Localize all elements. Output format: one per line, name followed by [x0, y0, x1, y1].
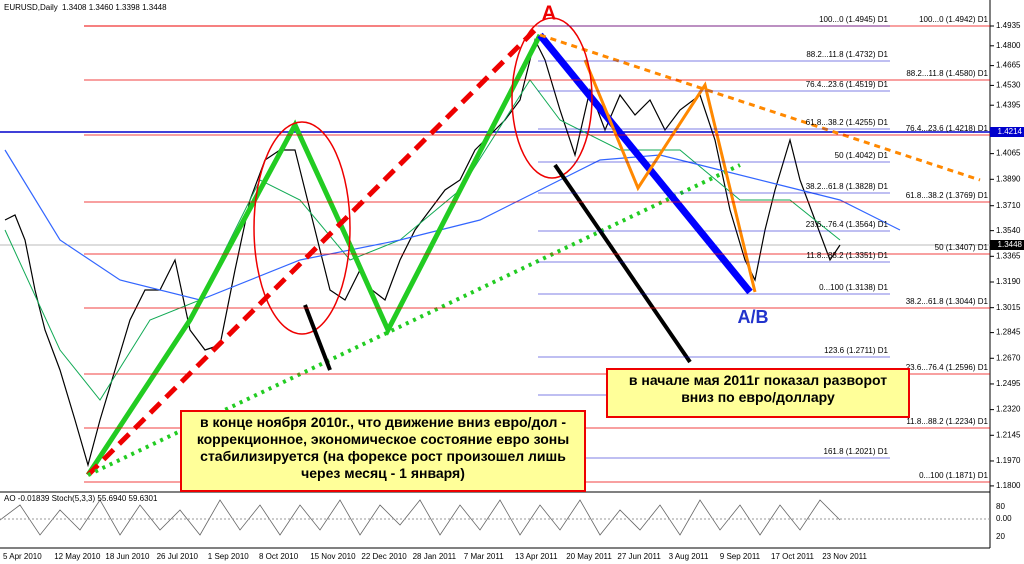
- price-marker: [990, 127, 1024, 137]
- price-tick-label: 1.3015: [996, 303, 1021, 312]
- highlight: [253, 121, 351, 335]
- price-marker-label: 1.3448: [998, 240, 1023, 249]
- date-label: 13 Apr 2011: [515, 552, 558, 561]
- fibo-label: 88.2...11.8 (1.4732) D1: [806, 50, 888, 59]
- fibo-label: 23.6...76.4 (1.2596) D1: [906, 363, 989, 372]
- wave-label: A/B: [738, 307, 769, 327]
- fibo-label: 38.2...61.8 (1.3044) D1: [906, 297, 989, 306]
- date-label: 9 Sep 2011: [720, 552, 761, 561]
- fibo-label: 11.8...88.2 (1.2234) D1: [906, 417, 988, 426]
- price: [4, 38, 841, 468]
- fibo-label: 76.4...23.6 (1.4519) D1: [806, 80, 889, 89]
- trend-line: [86, 23, 542, 477]
- date-label: 22 Dec 2010: [361, 552, 407, 561]
- fibo-label: 161.8 (1.2021) D1: [824, 447, 889, 456]
- date-label: 28 Jan 2011: [413, 552, 457, 561]
- highlight: [511, 17, 593, 179]
- pointer: [553, 163, 692, 364]
- date-label: 27 Jun 2011: [617, 552, 661, 561]
- symbol: EURUSD,Daily: [4, 3, 58, 12]
- date-label: 5 Apr 2010: [3, 552, 42, 561]
- fibo-label: 123.6 (1.2711) D1: [824, 346, 888, 355]
- date-label: 3 Aug 2011: [669, 552, 709, 561]
- wave: [537, 32, 753, 295]
- price-tick-label: 1.3710: [996, 201, 1021, 210]
- trend-line: [539, 33, 981, 182]
- note: в начале мая 2011г показал разворот вниз…: [606, 368, 910, 418]
- price-tick-label: 1.4530: [996, 81, 1021, 90]
- fibo-label: 0...100 (1.3138) D1: [819, 283, 888, 292]
- price-tick-label: 1.2845: [996, 328, 1021, 337]
- date-label: 26 Jul 2010: [157, 552, 199, 561]
- fibo-label: 0...100 (1.1871) D1: [919, 471, 988, 480]
- price-tick-label: 1.3540: [996, 226, 1021, 235]
- oscillator-tick-label: 20: [996, 532, 1005, 541]
- date-label: 7 Mar 2011: [464, 552, 504, 561]
- price-tick-label: 1.1970: [996, 456, 1021, 465]
- wave-label: A: [542, 2, 556, 24]
- date-label: 18 Jun 2010: [105, 552, 150, 561]
- price-tick-label: 1.2320: [996, 405, 1021, 414]
- price-tick-label: 1.1800: [996, 481, 1021, 490]
- date-label: 23 Nov 2011: [822, 552, 867, 561]
- fibo-label: 38.2...61.8 (1.3828) D1: [806, 182, 889, 191]
- date-label: 17 Oct 2011: [771, 552, 815, 561]
- oscillator-tick-label: 80: [996, 502, 1005, 511]
- oscillator-tick-label: 0.00: [996, 514, 1012, 523]
- price-tick-label: 1.3365: [996, 251, 1021, 260]
- date-label: 15 Nov 2010: [310, 552, 356, 561]
- fibo-label: 100...0 (1.4945) D1: [819, 15, 888, 24]
- quote: 1.3408 1.3460 1.3398 1.3448: [62, 3, 167, 12]
- price-tick-label: 1.2670: [996, 353, 1021, 362]
- oscillator-line: [0, 499, 841, 536]
- fibo-label: 23.6...76.4 (1.3564) D1: [806, 220, 889, 229]
- fibo-label: 50 (1.4042) D1: [835, 151, 889, 160]
- fibo-label: 100...0 (1.4942) D1: [919, 15, 988, 24]
- date-label: 1 Sep 2010: [208, 552, 249, 561]
- fibo-label: 61.8...38.2 (1.3769) D1: [906, 191, 989, 200]
- note: в конце ноября 2010г., что движение вниз…: [180, 410, 586, 492]
- date-label: 12 May 2010: [54, 552, 101, 561]
- wave: [85, 33, 543, 477]
- wave: [583, 59, 757, 293]
- fibo-label: 50 (1.3407) D1: [935, 243, 989, 252]
- price-marker: [990, 240, 1024, 250]
- price-marker-label: 1.4214: [998, 127, 1023, 136]
- price-tick-label: 1.2495: [996, 379, 1021, 388]
- price-tick-label: 1.3190: [996, 277, 1021, 286]
- date-label: 8 Oct 2010: [259, 552, 299, 561]
- fibo-label: 76.4...23.6 (1.4218) D1: [906, 124, 989, 133]
- date-label: 20 May 2011: [566, 552, 612, 561]
- price-tick-label: 1.4935: [996, 21, 1021, 30]
- price-tick-label: 1.4065: [996, 149, 1021, 158]
- fibo-label: 88.2...11.8 (1.4580) D1: [906, 69, 988, 78]
- price-tick-label: 1.4395: [996, 100, 1021, 109]
- fibo-label: 11.8...88.2 (1.3351) D1: [806, 251, 888, 260]
- fibo-label: 61.8...38.2 (1.4255) D1: [806, 118, 889, 127]
- price-tick-label: 1.3890: [996, 174, 1021, 183]
- pointer: [303, 304, 332, 371]
- price-tick-label: 1.2145: [996, 430, 1021, 439]
- oscillator-label: AO -0.01839 Stoch(5,3,3) 55.6940 59.6301: [4, 494, 158, 503]
- ma: [4, 149, 901, 301]
- price-tick-label: 1.4665: [996, 61, 1021, 70]
- price-tick-label: 1.4800: [996, 41, 1021, 50]
